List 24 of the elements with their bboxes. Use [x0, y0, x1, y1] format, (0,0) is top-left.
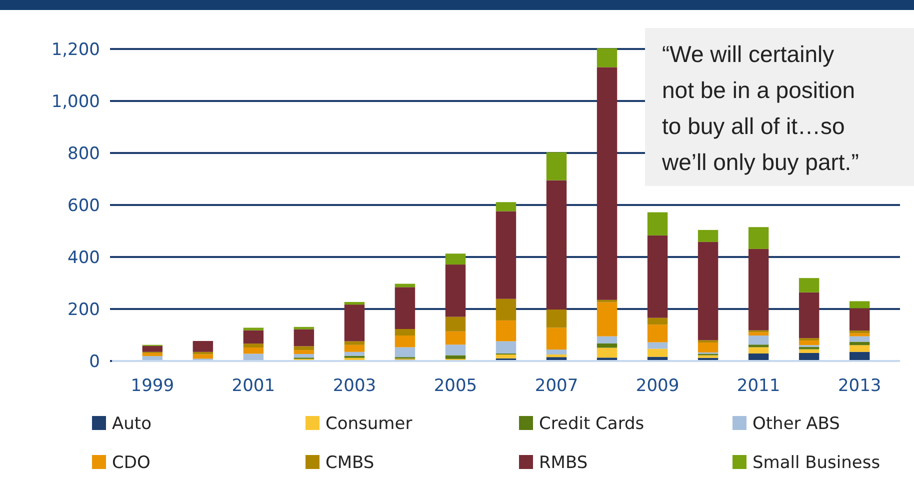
legend-label: CMBS [326, 452, 374, 473]
x-tick-label: 2013 [838, 376, 882, 396]
legend-label: Credit Cards [539, 414, 644, 434]
x-tick-label: 1999 [130, 376, 174, 396]
legend-label: Other ABS [752, 414, 840, 434]
x-tick-label: 2009 [636, 376, 680, 396]
y-tick-label: 600 [68, 196, 100, 216]
legend-label: Small Business [752, 452, 880, 473]
legend-label: Consumer [326, 414, 412, 434]
x-tick-label: 2001 [232, 376, 276, 396]
y-tick-label: 1,000 [51, 92, 100, 112]
legend-label: RMBS [539, 452, 588, 473]
y-tick-label: 1,200 [51, 40, 100, 60]
legend-label: CDO [112, 452, 150, 473]
y-tick-label: 400 [68, 248, 100, 268]
legend-label: Auto [112, 414, 152, 434]
x-tick-label: 2007 [534, 376, 578, 396]
y-tick-label: 800 [68, 144, 100, 164]
y-tick-label: 0 [89, 352, 100, 372]
x-tick-label: 2005 [434, 376, 478, 396]
y-tick-label: 200 [68, 300, 100, 320]
x-tick-label: 2011 [736, 376, 780, 396]
x-tick-label: 2003 [332, 376, 376, 396]
annotation: “We will certainly not be in a position to buy all of it…so we’ll only buy part.” [661, 41, 859, 175]
